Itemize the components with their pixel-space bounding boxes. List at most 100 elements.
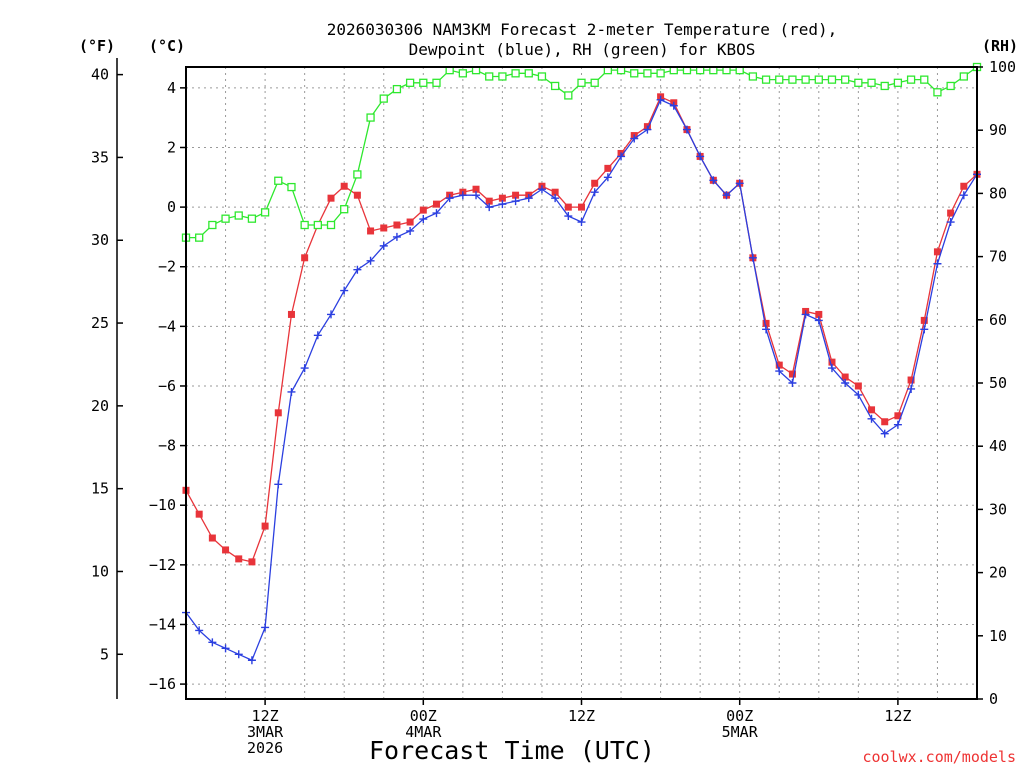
rh-point [405,78,415,87]
celsius-tick-label: −16 [149,675,176,693]
temperature-point [367,227,375,235]
dewpoint-point [630,134,639,143]
dewpoint-point [340,286,349,295]
dewpoint-point [327,310,336,319]
dewpoint-point [841,379,850,387]
dewpoint-point [524,194,533,203]
dewpoint-point [498,200,507,209]
temperature-point [841,373,849,381]
dewpoint-point [379,241,388,250]
fahrenheit-tick-label: 25 [91,314,109,332]
temperature-point [485,197,493,205]
temperature-point [340,182,348,190]
rh-point [590,78,599,87]
temperature-point [248,558,256,566]
temperature-point [564,203,572,211]
rh-tick-label: 0 [989,690,998,708]
dewpoint-point [854,390,863,399]
temperature-point [301,254,309,262]
title-line-2: Dewpoint (blue), RH (green) for KBOS [409,40,756,59]
fahrenheit-tick-label: 20 [91,397,109,415]
rh-point [274,176,283,185]
rh-point [300,220,309,230]
fahrenheit-tick-label: 15 [91,480,109,498]
temperature-point [353,191,361,199]
celsius-tick-label: 0 [167,198,176,216]
rh-tick-label: 10 [989,627,1007,645]
temperature-point [406,218,414,226]
dewpoint-point [709,176,718,185]
rh-point [920,75,929,84]
temperature-point [920,316,928,324]
rh-point [867,78,876,87]
dewpoint-point [867,414,876,423]
temperature-point [419,206,427,214]
dewpoint-point [353,265,362,274]
dewpoint-point [722,191,731,200]
rh-tick-label: 20 [989,564,1007,582]
rh-point [392,84,402,94]
dewpoint-point [959,191,968,200]
dewpoint-point [221,644,230,653]
temperature-point [472,185,480,193]
rh-tick-label: 100 [989,58,1016,76]
fahrenheit-tick-label: 40 [91,66,109,84]
dewpoint-point [920,325,929,334]
rh-tick-label: 50 [989,374,1007,392]
dewpoint-point [406,226,415,235]
x-tick-label: 5MAR [722,723,759,741]
rh-point [234,211,243,220]
rh-point [353,170,362,179]
dewpoint-point [643,125,652,134]
celsius-tick-label: 2 [167,138,176,156]
dewpoint-point [432,209,441,218]
fahrenheit-tick-label: 35 [91,148,109,166]
temperature-point [762,319,770,327]
dewpoint-point [261,623,270,632]
dewpoint-point [933,259,942,268]
temperature-point [327,194,335,202]
rh-point [326,220,336,230]
temperature-point [235,555,243,563]
rh-tick-label: 40 [989,437,1007,455]
rh-unit-label: (RH) [982,37,1018,55]
celsius-tick-label: −14 [149,615,176,633]
dewpoint-point [946,218,955,227]
x-axis-title: Forecast Time (UTC) [369,736,655,765]
temperature-point [591,179,599,187]
dewpoint-point [208,638,217,647]
rh-point [511,69,520,78]
rh-point [260,208,270,217]
rh-point [208,220,217,230]
dewpoint-point [880,429,889,438]
dewpoint-point [445,194,454,203]
dewpoint-point [287,387,296,396]
rh-point [656,69,665,78]
celsius-tick-label: 4 [167,79,176,97]
dewpoint-point [300,364,309,373]
rh-point [195,233,204,242]
dewpoint-point [564,212,573,221]
rh-point [340,205,349,214]
celsius-tick-label: −8 [158,437,176,455]
dewpoint-point [617,152,626,161]
rh-point [247,214,257,223]
rh-point [841,75,850,84]
rh-point [959,72,968,81]
dewpoint-point [551,194,560,203]
chart-title: 2026030306 NAM3KM Forecast 2-meter Tempe… [327,20,838,59]
temperature-point [775,361,783,369]
dewpoint-point [603,173,612,182]
dewpoint-point [419,215,428,224]
rh-point [827,75,837,84]
dewpoint-point [590,188,599,197]
rh-point [366,113,375,122]
temperature-point [868,406,876,414]
temperature-point [933,248,941,256]
temperature-point [551,188,559,196]
rh-tick-label: 30 [989,500,1007,518]
rh-tick-label: 60 [989,311,1007,329]
rh-point [880,81,889,91]
rh-point [498,72,507,81]
